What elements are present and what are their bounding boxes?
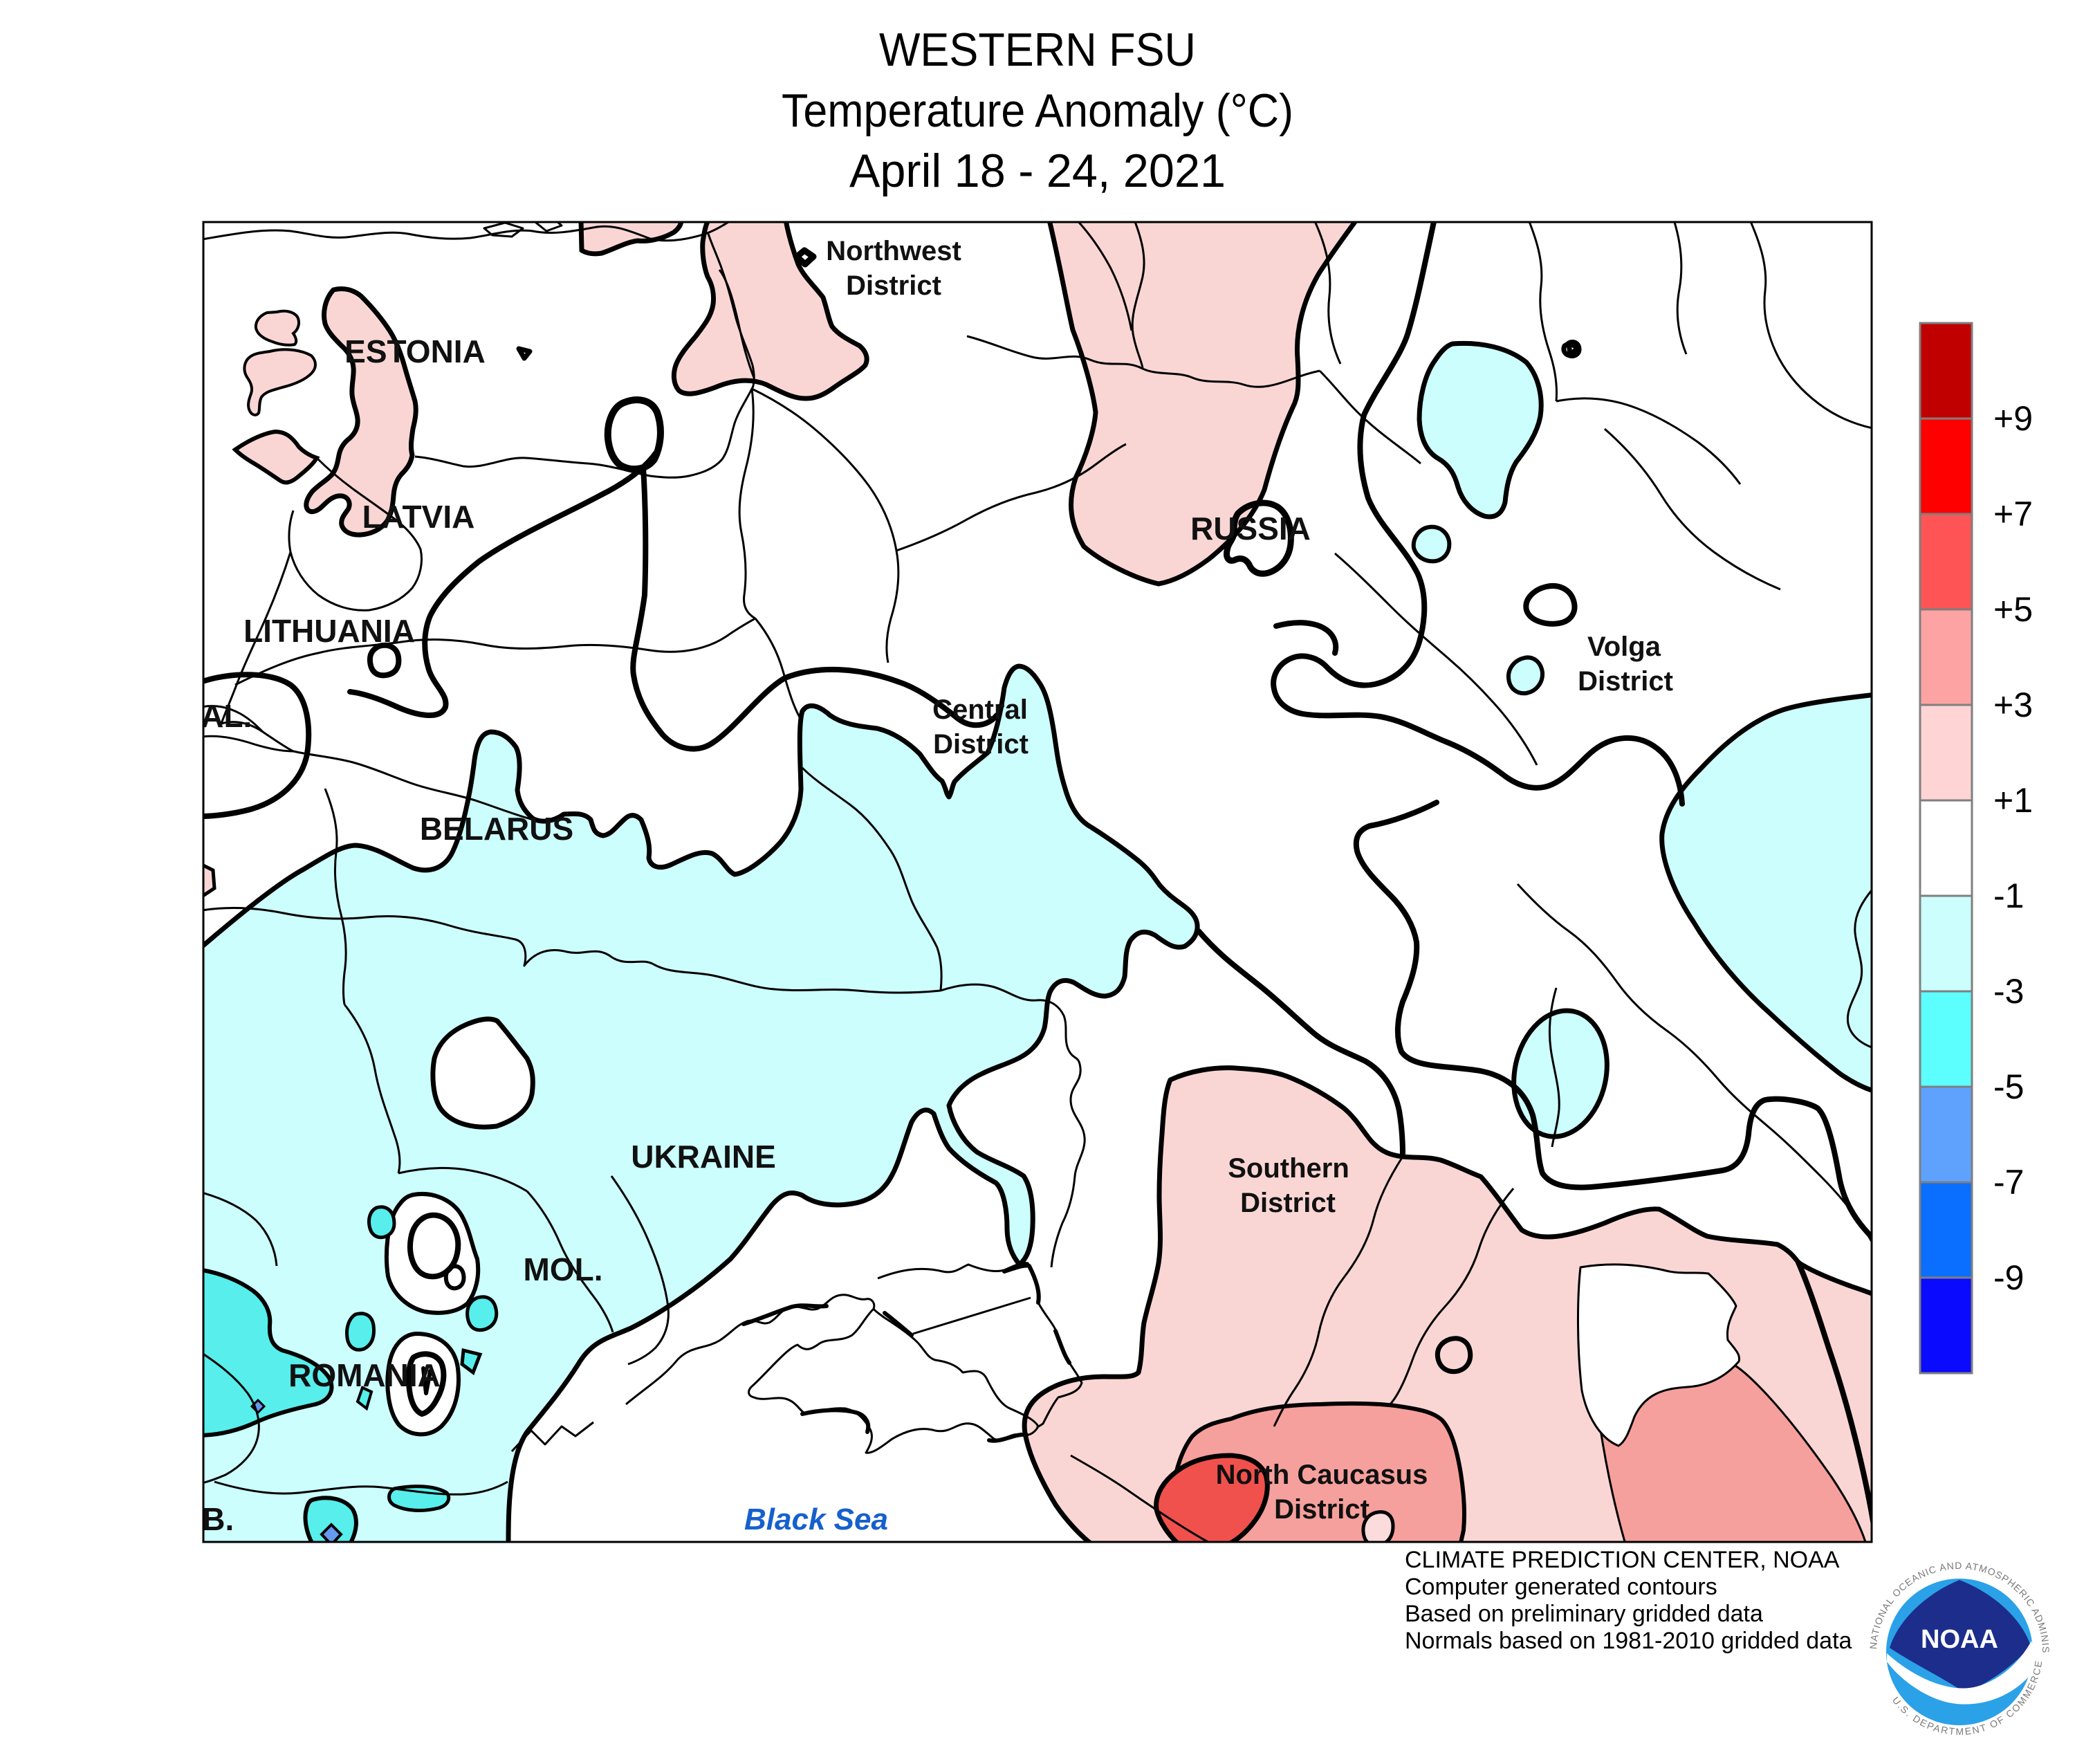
svg-text:Normals based on 1981-2010 gri: Normals based on 1981-2010 gridded data <box>1405 1628 1852 1654</box>
svg-text:-9: -9 <box>1993 1258 2024 1297</box>
svg-text:+7: +7 <box>1993 495 2033 533</box>
svg-text:-7: -7 <box>1993 1163 2024 1202</box>
svg-text:District: District <box>1240 1188 1336 1218</box>
svg-text:Southern: Southern <box>1228 1153 1349 1184</box>
svg-text:BELARUS: BELARUS <box>420 811 573 847</box>
svg-text:ROMANIA: ROMANIA <box>288 1357 441 1393</box>
svg-text:KAL.: KAL. <box>178 698 252 734</box>
svg-text:UKRAINE: UKRAINE <box>631 1139 776 1175</box>
svg-text:District: District <box>846 270 941 301</box>
svg-text:WESTERN FSU: WESTERN FSU <box>879 24 1196 76</box>
svg-text:District: District <box>1274 1494 1370 1525</box>
svg-text:Based on preliminary gridded d: Based on preliminary gridded data <box>1405 1601 1763 1627</box>
svg-text:RUSSIA: RUSSIA <box>1190 511 1311 546</box>
svg-text:CLIMATE PREDICTION CENTER, NOA: CLIMATE PREDICTION CENTER, NOAA <box>1405 1547 1840 1573</box>
svg-text:District: District <box>933 729 1029 760</box>
svg-text:+5: +5 <box>1993 590 2033 629</box>
svg-text:-3: -3 <box>1993 972 2024 1011</box>
svg-text:+9: +9 <box>1993 399 2033 438</box>
svg-text:Central: Central <box>932 695 1028 725</box>
svg-text:April 18 - 24, 2021: April 18 - 24, 2021 <box>849 145 1226 197</box>
svg-text:Northwest: Northwest <box>826 236 961 266</box>
svg-text:+3: +3 <box>1993 686 2033 724</box>
svg-text:RB.: RB. <box>179 1501 234 1537</box>
svg-text:-1: -1 <box>1993 876 2024 915</box>
svg-text:-5: -5 <box>1993 1067 2024 1106</box>
svg-text:MOL.: MOL. <box>524 1251 603 1287</box>
svg-text:LATVIA: LATVIA <box>362 499 475 535</box>
svg-text:ESTONIA: ESTONIA <box>344 333 486 369</box>
svg-text:LITHUANIA: LITHUANIA <box>243 613 415 649</box>
svg-text:Volga: Volga <box>1587 632 1661 662</box>
svg-text:NOAA: NOAA <box>1921 1625 1998 1654</box>
svg-text:+1: +1 <box>1993 781 2033 820</box>
svg-text:Temperature Anomaly (°C): Temperature Anomaly (°C) <box>782 84 1293 137</box>
svg-text:District: District <box>1578 666 1673 697</box>
svg-text:North Caucasus: North Caucasus <box>1216 1460 1428 1490</box>
svg-text:Computer generated contours: Computer generated contours <box>1405 1574 1717 1600</box>
svg-text:Black Sea: Black Sea <box>744 1503 888 1536</box>
